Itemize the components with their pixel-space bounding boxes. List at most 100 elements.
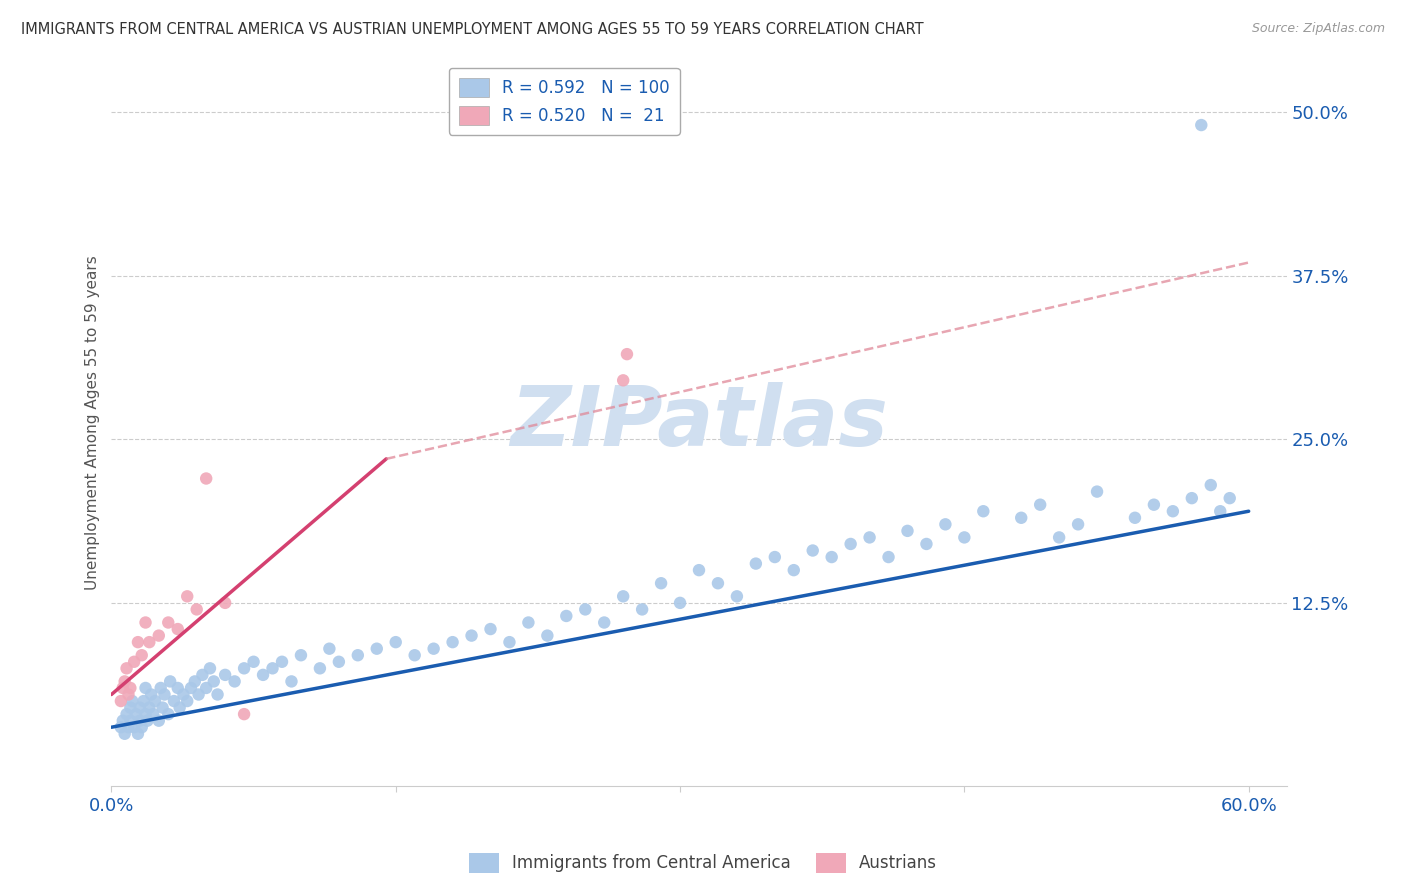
Point: [1067, 517, 1090, 532]
Point: [198, 661, 221, 675]
Point: [839, 537, 862, 551]
Point: [479, 622, 502, 636]
Point: [669, 596, 692, 610]
Point: [180, 681, 202, 695]
Point: [280, 674, 302, 689]
Point: [1029, 498, 1052, 512]
Point: [111, 714, 134, 728]
Point: [135, 681, 157, 695]
Point: [117, 688, 139, 702]
Point: [1047, 530, 1070, 544]
Point: [555, 609, 578, 624]
Point: [233, 707, 256, 722]
Point: [163, 694, 186, 708]
Point: [135, 707, 157, 722]
Point: [915, 537, 938, 551]
Point: [688, 563, 710, 577]
Point: [142, 707, 165, 722]
Point: [120, 714, 142, 728]
Point: [745, 557, 768, 571]
Point: [136, 714, 159, 728]
Point: [138, 635, 160, 649]
Point: [972, 504, 994, 518]
Point: [593, 615, 616, 630]
Point: [328, 655, 350, 669]
Point: [725, 590, 748, 604]
Point: [821, 549, 844, 564]
Point: [1219, 491, 1241, 505]
Point: [176, 694, 198, 708]
Point: [114, 674, 136, 689]
Text: Source: ZipAtlas.com: Source: ZipAtlas.com: [1251, 22, 1385, 36]
Point: [159, 674, 181, 689]
Point: [202, 674, 225, 689]
Point: [801, 543, 824, 558]
Point: [122, 720, 145, 734]
Point: [631, 602, 654, 616]
Point: [148, 714, 170, 728]
Point: [536, 629, 558, 643]
Point: [135, 615, 157, 630]
Point: [346, 648, 368, 663]
Legend: R = 0.592   N = 100, R = 0.520   N =  21: R = 0.592 N = 100, R = 0.520 N = 21: [449, 68, 679, 135]
Point: [169, 700, 191, 714]
Point: [184, 674, 207, 689]
Point: [148, 629, 170, 643]
Point: [195, 471, 218, 485]
Point: [143, 694, 166, 708]
Point: [366, 641, 388, 656]
Point: [128, 714, 150, 728]
Point: [214, 668, 236, 682]
Point: [612, 373, 634, 387]
Point: [1199, 478, 1222, 492]
Point: [252, 668, 274, 682]
Point: [157, 707, 180, 722]
Legend: Immigrants from Central America, Austrians: Immigrants from Central America, Austria…: [463, 847, 943, 880]
Point: [574, 602, 596, 616]
Point: [1189, 118, 1212, 132]
Point: [176, 590, 198, 604]
Point: [120, 681, 142, 695]
Point: [214, 596, 236, 610]
Point: [1209, 504, 1232, 518]
Point: [153, 688, 176, 702]
Point: [517, 615, 540, 630]
Point: [195, 681, 218, 695]
Point: [122, 655, 145, 669]
Point: [1181, 491, 1204, 505]
Point: [233, 661, 256, 675]
Point: [707, 576, 730, 591]
Point: [111, 681, 134, 695]
Point: [187, 688, 209, 702]
Point: [498, 635, 520, 649]
Point: [131, 648, 153, 663]
Text: IMMIGRANTS FROM CENTRAL AMERICA VS AUSTRIAN UNEMPLOYMENT AMONG AGES 55 TO 59 YEA: IMMIGRANTS FROM CENTRAL AMERICA VS AUSTR…: [21, 22, 924, 37]
Point: [128, 700, 150, 714]
Point: [1123, 510, 1146, 524]
Point: [127, 727, 149, 741]
Point: [186, 602, 208, 616]
Point: [166, 681, 188, 695]
Point: [120, 700, 142, 714]
Point: [858, 530, 880, 544]
Point: [783, 563, 806, 577]
Point: [172, 688, 194, 702]
Point: [934, 517, 956, 532]
Point: [262, 661, 284, 675]
Point: [384, 635, 406, 649]
Point: [1010, 510, 1032, 524]
Point: [1085, 484, 1108, 499]
Point: [763, 549, 786, 564]
Point: [224, 674, 246, 689]
Point: [125, 707, 148, 722]
Point: [152, 700, 174, 714]
Point: [138, 700, 160, 714]
Point: [404, 648, 426, 663]
Point: [422, 641, 444, 656]
Point: [877, 549, 900, 564]
Point: [318, 641, 340, 656]
Point: [1161, 504, 1184, 518]
Point: [612, 590, 634, 604]
Point: [127, 635, 149, 649]
Point: [896, 524, 918, 538]
